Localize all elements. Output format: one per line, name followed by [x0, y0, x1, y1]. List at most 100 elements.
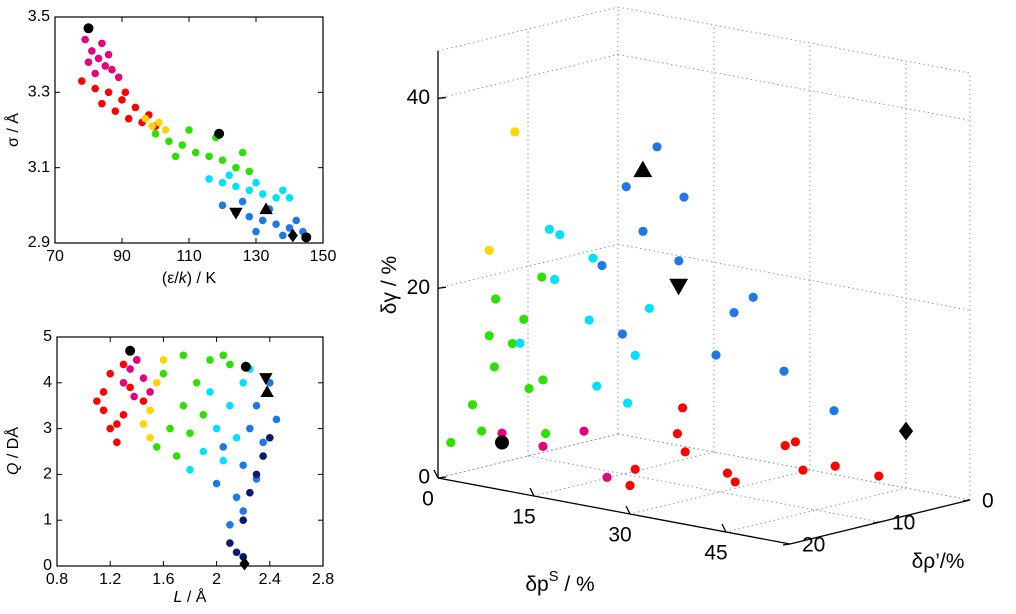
data-point — [212, 479, 221, 488]
data-point — [491, 294, 501, 304]
grid-line — [527, 455, 881, 523]
data-point — [91, 69, 99, 78]
y-tick-label: 5 — [43, 328, 52, 345]
data-point — [252, 401, 261, 410]
data-point — [584, 315, 594, 325]
data-point — [179, 351, 188, 360]
data-point — [101, 62, 110, 70]
data-point — [468, 400, 478, 410]
plot-frame — [56, 336, 324, 567]
data-point — [798, 465, 808, 475]
data-point — [588, 253, 598, 263]
x-tick-label: 0 — [422, 488, 434, 511]
data-point — [226, 520, 234, 529]
y-tick — [872, 521, 881, 524]
y-axis-label-part: δρ’/% — [912, 550, 965, 573]
data-point — [678, 403, 688, 413]
data-point — [602, 472, 612, 482]
data-point — [119, 411, 128, 419]
data-point — [238, 148, 247, 157]
z-tick — [437, 476, 447, 479]
grid-line — [437, 53, 619, 99]
x-tick — [529, 487, 535, 497]
y-tick-label: 3.3 — [28, 84, 50, 101]
data-point — [538, 441, 548, 451]
data-point — [630, 464, 640, 474]
data-point — [555, 230, 565, 240]
data-point — [161, 126, 170, 134]
data-point — [259, 373, 273, 385]
data-point — [206, 388, 214, 396]
data-point — [166, 424, 174, 433]
data-point — [239, 556, 250, 571]
x-axis-label: δpS / % — [525, 569, 594, 596]
grid-line — [725, 487, 907, 533]
x-axis-label-part: / % — [558, 573, 594, 596]
data-point — [537, 272, 547, 282]
data-point — [495, 435, 509, 450]
data-point — [172, 452, 181, 460]
data-point — [219, 443, 228, 451]
x-axis-label-part: L — [174, 589, 183, 606]
data-point — [205, 152, 213, 161]
data-point — [484, 245, 494, 255]
y-tick-label: 1 — [43, 511, 52, 528]
data-point — [98, 99, 106, 108]
grid-line — [437, 433, 619, 479]
x-tick-label: 2.4 — [259, 571, 281, 588]
data-point — [287, 228, 298, 243]
data-point — [674, 256, 684, 266]
y-axis-label-part: / DÅ — [3, 427, 22, 463]
data-point — [171, 152, 180, 161]
grid-line — [629, 469, 811, 515]
data-point — [206, 356, 214, 364]
data-point — [232, 163, 240, 172]
y-tick-label: 2 — [43, 466, 52, 483]
data-point — [88, 47, 96, 55]
grid-line — [437, 243, 619, 289]
data-point — [106, 369, 114, 378]
data-point — [279, 231, 287, 240]
x-tick-label: 30 — [608, 524, 631, 547]
data-point — [178, 141, 187, 149]
y-axis-label-part: σ / Å — [3, 113, 22, 147]
data-point — [218, 201, 227, 210]
x-tick-label: 70 — [46, 248, 64, 265]
data-point — [114, 73, 123, 82]
data-point — [272, 220, 280, 228]
data-point — [191, 148, 200, 157]
y-tick-label: 0 — [43, 557, 52, 574]
data-point — [104, 50, 113, 59]
data-point — [285, 224, 294, 232]
data-point — [186, 466, 194, 474]
data-point — [301, 232, 312, 243]
data-point — [155, 118, 163, 127]
x-tick — [625, 505, 631, 515]
data-point — [108, 65, 116, 74]
x-tick-label: 110 — [176, 248, 202, 265]
grid-line — [533, 451, 715, 497]
data-point — [113, 438, 121, 447]
data-point — [84, 58, 93, 66]
grid-line — [437, 6, 619, 52]
data-point — [579, 426, 589, 436]
y-tick-label: 2.9 — [28, 234, 50, 251]
data-point — [113, 420, 121, 428]
z-axis-label: δγ / % — [378, 256, 401, 314]
x-tick-label: 15 — [512, 506, 535, 529]
data-point — [119, 360, 128, 369]
data-point — [139, 397, 148, 405]
data-point — [232, 493, 241, 502]
data-point — [538, 375, 548, 385]
grid-line — [617, 6, 971, 74]
data-point — [550, 274, 560, 285]
data-point — [507, 338, 517, 349]
data-point — [99, 388, 108, 396]
data-point — [130, 392, 138, 401]
data-point — [623, 398, 633, 408]
data-point — [192, 379, 201, 387]
data-point — [131, 103, 140, 112]
y-tick — [962, 499, 971, 502]
data-point — [446, 437, 456, 448]
data-point — [252, 178, 260, 187]
